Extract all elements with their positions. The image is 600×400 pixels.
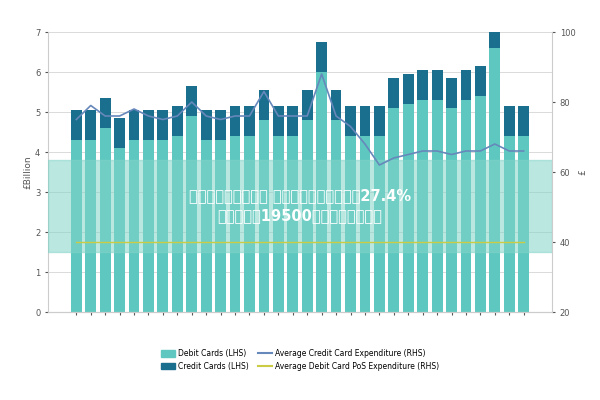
Bar bbox=[431, 100, 443, 312]
Bar bbox=[128, 140, 139, 312]
Bar bbox=[388, 78, 399, 108]
Bar bbox=[403, 104, 413, 312]
Bar bbox=[143, 140, 154, 312]
Y-axis label: £: £ bbox=[578, 169, 587, 175]
Bar bbox=[490, 48, 500, 312]
Bar bbox=[345, 106, 356, 136]
Bar bbox=[359, 136, 370, 312]
Bar bbox=[518, 106, 529, 136]
Bar bbox=[461, 70, 472, 100]
Bar bbox=[273, 106, 284, 136]
Bar bbox=[187, 86, 197, 116]
Bar bbox=[85, 140, 96, 312]
Bar bbox=[316, 72, 327, 312]
Bar bbox=[48, 160, 552, 252]
Text: 哪个股票配资平台好 港股日均成交额环比降27.4%
机构称恒指19500点以下吸引力更大: 哪个股票配资平台好 港股日均成交额环比降27.4% 机构称恒指19500点以下吸… bbox=[189, 189, 411, 223]
Bar bbox=[114, 148, 125, 312]
Bar bbox=[417, 70, 428, 100]
Bar bbox=[475, 66, 486, 96]
Bar bbox=[504, 136, 515, 312]
Bar bbox=[215, 140, 226, 312]
Legend: Debit Cards (LHS), Credit Cards (LHS), Average Credit Card Expenditure (RHS), Av: Debit Cards (LHS), Credit Cards (LHS), A… bbox=[161, 349, 439, 371]
Bar bbox=[374, 106, 385, 136]
Bar bbox=[201, 140, 212, 312]
Bar bbox=[388, 108, 399, 312]
Bar bbox=[259, 90, 269, 120]
Bar bbox=[359, 106, 370, 136]
Bar bbox=[157, 110, 169, 140]
Bar bbox=[273, 136, 284, 312]
Bar bbox=[287, 106, 298, 136]
Bar bbox=[518, 136, 529, 312]
Y-axis label: £Billion: £Billion bbox=[23, 155, 32, 189]
Bar bbox=[287, 136, 298, 312]
Bar bbox=[230, 106, 241, 136]
Bar bbox=[417, 100, 428, 312]
Bar bbox=[244, 136, 255, 312]
Bar bbox=[244, 106, 255, 136]
Bar bbox=[431, 70, 443, 100]
Bar bbox=[230, 136, 241, 312]
Bar bbox=[331, 120, 341, 312]
Bar bbox=[403, 74, 413, 104]
Bar bbox=[475, 96, 486, 312]
Bar bbox=[316, 42, 327, 72]
Bar bbox=[490, 18, 500, 48]
Bar bbox=[187, 116, 197, 312]
Bar bbox=[302, 90, 313, 120]
Bar bbox=[100, 128, 110, 312]
Bar bbox=[504, 106, 515, 136]
Bar bbox=[128, 110, 139, 140]
Bar bbox=[446, 108, 457, 312]
Bar bbox=[85, 110, 96, 140]
Bar bbox=[259, 120, 269, 312]
Bar bbox=[114, 118, 125, 148]
Bar bbox=[71, 110, 82, 140]
Bar bbox=[302, 120, 313, 312]
Bar bbox=[446, 78, 457, 108]
Bar bbox=[461, 100, 472, 312]
Bar bbox=[157, 140, 169, 312]
Bar bbox=[331, 90, 341, 120]
Bar bbox=[374, 136, 385, 312]
Bar bbox=[201, 110, 212, 140]
Bar bbox=[345, 136, 356, 312]
Bar bbox=[215, 110, 226, 140]
Bar bbox=[71, 140, 82, 312]
Bar bbox=[100, 98, 110, 128]
Bar bbox=[172, 106, 183, 136]
Bar bbox=[143, 110, 154, 140]
Bar bbox=[172, 136, 183, 312]
